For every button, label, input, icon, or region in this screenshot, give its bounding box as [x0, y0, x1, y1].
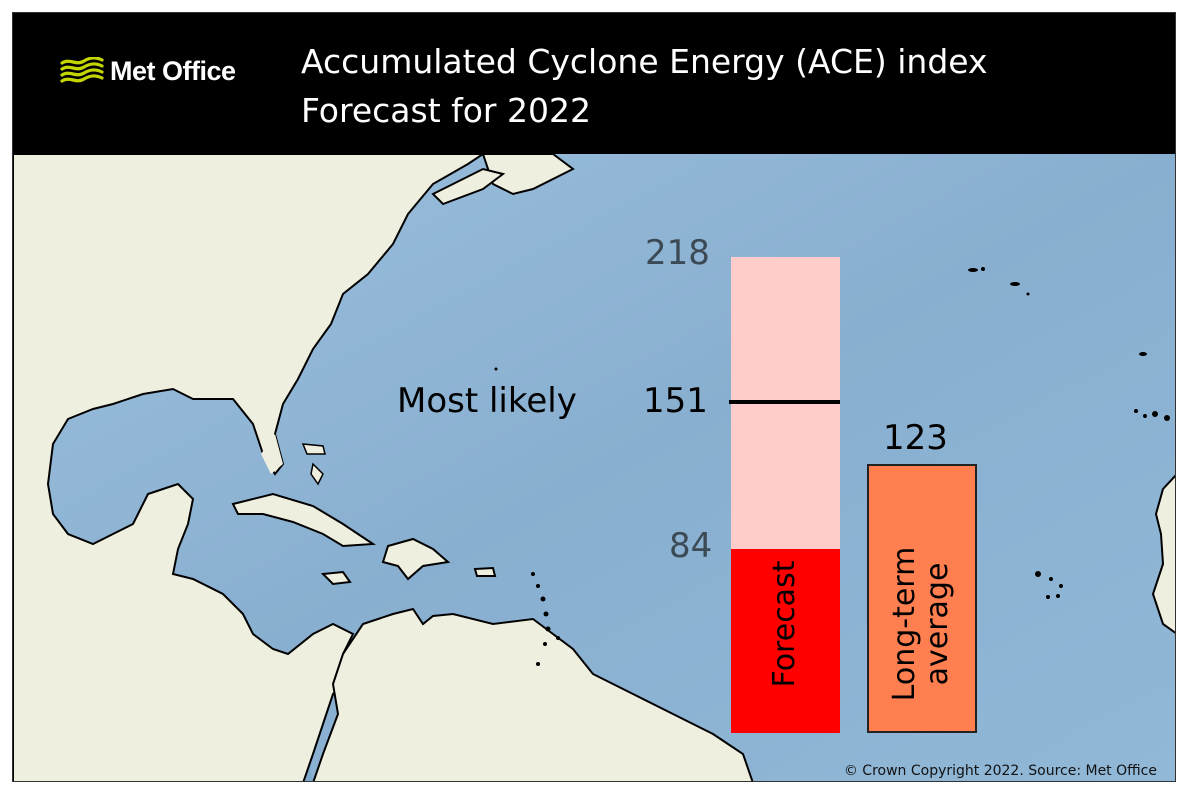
- average-value-label: 123: [883, 418, 948, 458]
- average-bar-label: Long-term average: [887, 524, 955, 724]
- upper-bound-label: 218: [645, 233, 710, 273]
- met-office-waves-icon: [60, 57, 104, 83]
- figure-frame: Met Office Accumulated Cyclone Energy (A…: [12, 12, 1176, 782]
- most-likely-value: 151: [643, 381, 708, 421]
- average-label-line-2: average: [920, 562, 955, 686]
- met-office-logo: Met Office: [60, 53, 236, 89]
- logo-text: Met Office: [110, 55, 236, 86]
- forecast-bar-label: Forecast: [767, 560, 802, 688]
- north-america-land: [13, 154, 485, 781]
- forecast-lower-bar: [731, 549, 840, 733]
- most-likely-line: [729, 400, 840, 404]
- cuba: [231, 492, 377, 548]
- most-likely-text: Most likely: [397, 381, 577, 421]
- title-line-2: Forecast for 2022: [301, 91, 591, 130]
- title-line-1: Accumulated Cyclone Energy (ACE) index: [301, 42, 988, 81]
- copyright-notice: © Crown Copyright 2022. Source: Met Offi…: [843, 763, 1157, 779]
- atlantic-map: 218 Most likely 151 84 123 Forecast Long…: [13, 154, 1175, 781]
- header-bar: Met Office Accumulated Cyclone Energy (A…: [13, 13, 1175, 154]
- chart-title: Accumulated Cyclone Energy (ACE) index F…: [301, 37, 988, 135]
- average-label-line-1: Long-term: [887, 546, 922, 702]
- south-america-land: [312, 607, 754, 781]
- map-background: [13, 154, 1175, 781]
- lower-bound-label: 84: [669, 526, 713, 566]
- africa-land: [1151, 474, 1175, 634]
- long-term-average-bar: [867, 464, 977, 733]
